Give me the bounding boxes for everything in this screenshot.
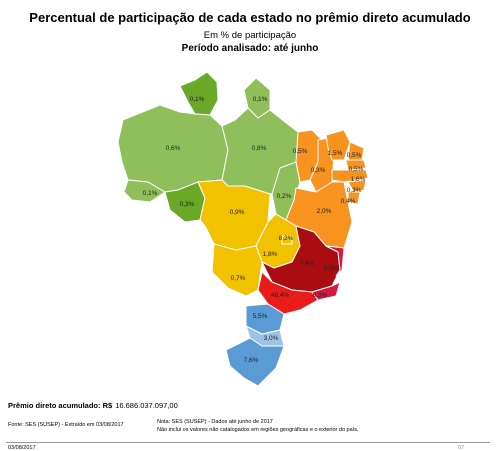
label-pi: 0,3% (311, 167, 326, 174)
label-am: 0,6% (166, 145, 181, 152)
label-ap: 0,1% (253, 96, 268, 103)
label-es: 0,9% (324, 265, 339, 272)
state-df[interactable] (281, 235, 293, 245)
label-ms: 0,7% (231, 275, 246, 282)
state-ce[interactable] (325, 129, 351, 161)
state-es[interactable] (325, 245, 345, 277)
state-ms[interactable] (211, 243, 263, 297)
label-al: 0,3% (347, 187, 362, 194)
page-title: Percentual de participação de cada estad… (29, 10, 471, 25)
label-to: 0,2% (277, 193, 292, 200)
total-premium: Prêmio direto acumulado: R$ 16.686.037.09… (8, 401, 178, 410)
label-ro: 0,3% (180, 201, 195, 208)
label-ce: 1,5% (328, 150, 343, 157)
label-pa: 0,8% (252, 145, 267, 152)
footer-date: 03/08/2017 (8, 445, 36, 451)
label-pb: 0,5% (349, 166, 364, 173)
label-df: 8,2% (279, 235, 294, 242)
total-premium-value: 16.686.037.097,00 (115, 401, 178, 410)
label-ba: 2,0% (317, 208, 332, 215)
state-ac[interactable] (123, 179, 166, 203)
data-note-line-2: Não inclui os valores não catalogados em… (157, 426, 359, 433)
label-rr: 0,1% (190, 96, 205, 103)
label-se: 0,4% (341, 198, 356, 205)
state-rs[interactable] (225, 337, 285, 387)
label-pr: 5,5% (253, 313, 268, 320)
state-al[interactable] (347, 179, 367, 193)
data-note: Nota: SES (SUSEP) - Dados até junho de 2… (157, 419, 358, 434)
state-se[interactable] (347, 191, 361, 205)
total-premium-label: Prêmio direto acumulado: R$ (8, 401, 113, 410)
label-ac: 0,1% (143, 190, 158, 197)
label-mt: 0,9% (230, 209, 245, 216)
label-pe: 1,6% (351, 176, 366, 183)
state-pe[interactable] (331, 169, 369, 183)
page-number: 67 (458, 445, 465, 451)
label-rj: 8,3% (313, 292, 328, 299)
label-rn: 0,5% (347, 152, 362, 159)
label-rs: 7,6% (244, 357, 259, 364)
source-note: Fonte: SES (SUSEP) - Extraído em 03/08/2… (8, 422, 124, 428)
label-sp: 46,4% (271, 292, 290, 299)
page-subtitle: Em % de participação (203, 30, 297, 41)
footer-divider (6, 442, 490, 443)
analysis-period: Período analisado: até junho (181, 43, 319, 54)
data-note-line-1: Nota: SES (SUSEP) - Dados até junho de 2… (157, 419, 273, 425)
label-go: 1,8% (263, 251, 278, 258)
label-mg: 7,4% (300, 260, 315, 267)
state-pb[interactable] (345, 159, 367, 171)
label-ma: 0,5% (293, 148, 308, 155)
state-rr[interactable] (179, 71, 219, 116)
label-sc: 3,0% (264, 335, 279, 342)
